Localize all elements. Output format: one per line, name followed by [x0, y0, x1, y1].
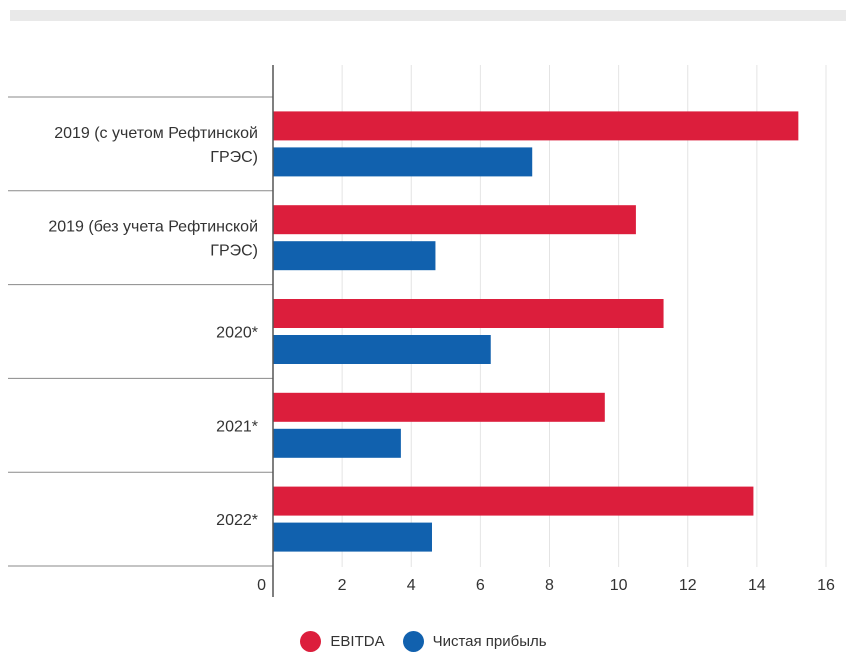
bar-ebitda — [273, 111, 799, 141]
category-label-line: ГРЭС) — [210, 243, 258, 260]
category-label: 2020* — [216, 325, 258, 342]
legend-label: EBITDA — [330, 632, 385, 650]
legend-dot — [402, 630, 424, 652]
bar-ebitda — [273, 486, 754, 516]
category-label-line: 2019 (без учета Рефтинской — [48, 219, 258, 236]
category-label: 2022* — [216, 512, 258, 529]
header-bar — [10, 10, 846, 21]
category-label: 2021* — [216, 418, 258, 435]
bar-net-profit — [273, 428, 401, 458]
x-tick-label: 10 — [610, 577, 628, 594]
legend-dot — [300, 630, 322, 652]
bar-net-profit — [273, 335, 491, 364]
x-tick-label: 12 — [679, 577, 697, 594]
legend-label: Чистая прибыль — [432, 632, 547, 650]
category-label-line: 2022* — [216, 512, 258, 529]
x-tick-label: 2 — [338, 577, 347, 594]
bar-chart: 2019 (с учетом Рефтинской ГРЭС)2019 (без … — [8, 65, 835, 597]
bar-ebitda — [273, 299, 664, 328]
category-separators — [8, 96, 273, 567]
x-tick-label: 16 — [817, 577, 835, 594]
bar-net-profit — [273, 147, 533, 177]
x-tick-labels: 0 2 4 6 8 10 12 14 16 — [257, 577, 835, 594]
category-label: 2019 (с учетом Рефтинской ГРЭС) — [54, 125, 258, 166]
category-label-line: 2019 (с учетом Рефтинской — [54, 125, 258, 142]
category-labels: 2019 (с учетом Рефтинской ГРЭС)2019 (без … — [48, 125, 258, 529]
bars — [273, 111, 799, 552]
bar-net-profit — [273, 241, 436, 271]
bar-ebitda — [273, 205, 636, 235]
legend-item-ebitda: EBITDA — [300, 630, 385, 652]
category-label: 2019 (без учета Рефтинской ГРЭС) — [48, 219, 258, 260]
category-label-line: 2020* — [216, 325, 258, 342]
x-tick-label: 0 — [257, 577, 266, 594]
x-tick-label: 8 — [545, 577, 554, 594]
category-label-line: ГРЭС) — [210, 149, 258, 166]
x-tick-label: 6 — [476, 577, 485, 594]
legend: EBITDA Чистая прибыль — [0, 626, 847, 656]
x-tick-label: 14 — [748, 577, 766, 594]
bar-net-profit — [273, 522, 432, 552]
bar-ebitda — [273, 392, 605, 422]
legend-item-net-profit: Чистая прибыль — [402, 630, 547, 652]
category-label-line: 2021* — [216, 418, 258, 435]
x-tick-label: 4 — [407, 577, 416, 594]
